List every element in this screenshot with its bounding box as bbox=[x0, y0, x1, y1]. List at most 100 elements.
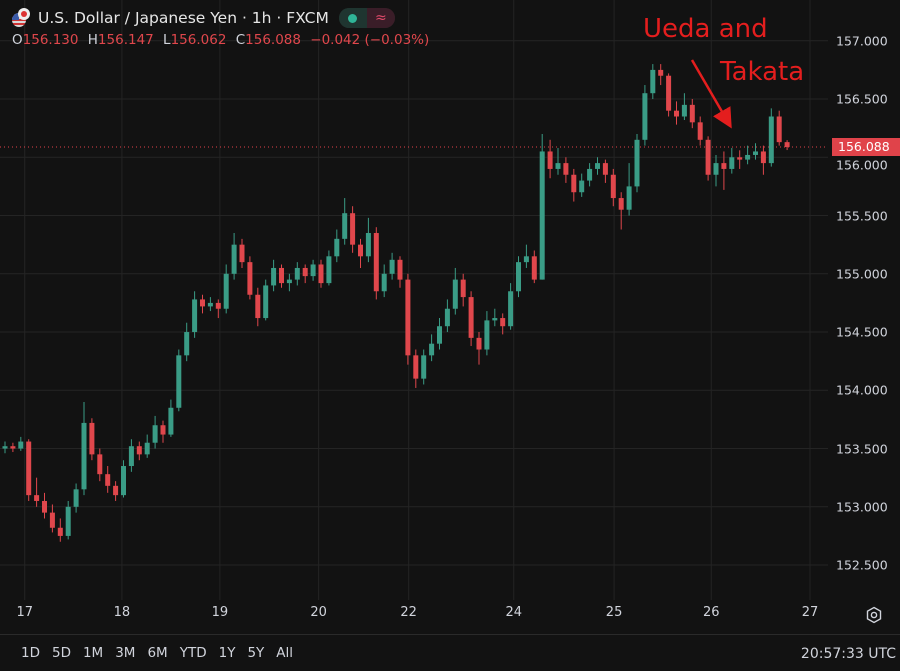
time-tick-label: 18 bbox=[113, 605, 131, 620]
candle-body bbox=[579, 180, 585, 193]
candle-body bbox=[263, 285, 269, 319]
candle-body bbox=[294, 267, 300, 280]
range-button-3m[interactable]: 3M bbox=[115, 645, 136, 661]
candle-body bbox=[239, 244, 245, 263]
range-button-all[interactable]: All bbox=[276, 645, 294, 661]
utc-clock[interactable]: 20:57:33 UTC bbox=[800, 646, 896, 662]
range-button-5y[interactable]: 5Y bbox=[247, 645, 265, 661]
price-tick-label: 155.000 bbox=[836, 266, 888, 282]
candle-body bbox=[689, 104, 695, 123]
candle-body bbox=[200, 299, 205, 307]
candle-body bbox=[697, 122, 703, 140]
candle-body bbox=[776, 116, 782, 143]
price-axis[interactable]: 157.000 156.500 156.000 155.500 155.000 154.5… bbox=[828, 0, 900, 600]
candle-body bbox=[128, 446, 134, 467]
candle-body bbox=[373, 233, 379, 292]
candle-body bbox=[334, 238, 340, 257]
candle-body bbox=[634, 139, 640, 187]
candle-body bbox=[666, 75, 672, 111]
annotation-arrow bbox=[690, 59, 732, 129]
range-button-6m[interactable]: 6M bbox=[147, 645, 168, 661]
candle-body bbox=[555, 163, 561, 169]
time-tick-label: 27 bbox=[801, 605, 819, 620]
candle-body bbox=[460, 279, 466, 298]
candle-body bbox=[247, 262, 253, 295]
us-japan-flag-icon bbox=[12, 8, 32, 28]
candle-body bbox=[358, 244, 363, 257]
low-label: L bbox=[163, 32, 171, 48]
candle-body bbox=[73, 489, 79, 507]
candle-body bbox=[223, 273, 229, 309]
candle-body bbox=[255, 294, 261, 319]
range-button-ytd[interactable]: YTD bbox=[179, 645, 207, 661]
candle-body bbox=[618, 198, 624, 210]
gear-icon[interactable] bbox=[865, 606, 883, 624]
candle-body bbox=[10, 446, 16, 449]
time-tick-label: 19 bbox=[211, 605, 229, 620]
candle-body bbox=[713, 163, 719, 175]
candle-body bbox=[468, 297, 474, 338]
time-range-buttons: 1D 5D 1M 3M 6M YTD 1Y 5Y All bbox=[0, 645, 293, 661]
candle-body bbox=[421, 355, 427, 379]
candle-body bbox=[531, 256, 537, 280]
price-tick-label: 153.000 bbox=[836, 499, 888, 515]
candle-body bbox=[674, 110, 679, 117]
price-tick-label: 156.500 bbox=[836, 91, 888, 107]
candle-body bbox=[737, 157, 743, 160]
candle-body bbox=[65, 506, 71, 536]
annotation-line1: Ueda and bbox=[643, 14, 768, 44]
last-price-label: 156.088 bbox=[832, 138, 900, 157]
candle-body bbox=[681, 104, 687, 117]
candle-body bbox=[105, 474, 111, 486]
candle-body bbox=[279, 267, 284, 284]
candle-body bbox=[768, 116, 774, 164]
time-tick-label: 20 bbox=[310, 605, 327, 620]
candle-body bbox=[302, 267, 308, 277]
range-button-1d[interactable]: 1D bbox=[21, 645, 40, 661]
candle-body bbox=[97, 454, 103, 475]
time-tick-label: 17 bbox=[16, 605, 34, 620]
candle-body bbox=[444, 308, 450, 327]
range-button-1y[interactable]: 1Y bbox=[218, 645, 236, 661]
candle-body bbox=[784, 142, 790, 148]
candle-body bbox=[650, 69, 656, 94]
candle-body bbox=[342, 213, 348, 239]
candle-body bbox=[500, 318, 506, 327]
time-tick-label: 24 bbox=[505, 605, 523, 620]
open-value: 156.130 bbox=[22, 32, 79, 48]
candle-body bbox=[365, 233, 371, 257]
candle-body bbox=[136, 446, 142, 455]
candle-body bbox=[121, 466, 126, 496]
high-value: 156.147 bbox=[97, 32, 154, 48]
symbol-title[interactable]: U.S. Dollar / Japanese Yen · 1h · FXCM bbox=[38, 9, 329, 27]
chart-legend: U.S. Dollar / Japanese Yen · 1h · FXCM ≈… bbox=[12, 6, 434, 48]
candle-body bbox=[413, 355, 419, 379]
candle-body bbox=[539, 151, 545, 280]
candle-body bbox=[610, 174, 616, 199]
close-label: C bbox=[235, 32, 246, 48]
price-tick-label: 154.500 bbox=[836, 324, 888, 340]
high-label: H bbox=[87, 32, 98, 48]
bottom-toolbar: 1D 5D 1M 3M 6M YTD 1Y 5Y All 20:57:33 UTC bbox=[0, 634, 900, 671]
chart-background bbox=[0, 0, 828, 600]
candle-body bbox=[626, 186, 632, 210]
candle-body bbox=[405, 279, 411, 356]
candle-body bbox=[160, 425, 166, 435]
candle-body bbox=[595, 163, 600, 169]
candle-body bbox=[286, 279, 292, 284]
price-tick-label: 156.000 bbox=[836, 157, 888, 173]
candle-body bbox=[476, 337, 482, 350]
candle-body bbox=[547, 151, 553, 169]
candle-body bbox=[484, 320, 490, 350]
candle-body bbox=[389, 259, 395, 274]
candle-body bbox=[602, 163, 608, 175]
market-status-pill[interactable]: ≈ bbox=[338, 8, 395, 28]
range-button-5d[interactable]: 5D bbox=[51, 645, 71, 661]
candle-body bbox=[452, 279, 458, 309]
candle-body bbox=[705, 139, 711, 175]
time-tick-label: 25 bbox=[605, 605, 623, 620]
candlestick-chart[interactable] bbox=[0, 0, 828, 600]
time-axis[interactable]: 17 18 19 20 22 24 25 26 27 bbox=[0, 600, 828, 630]
candle-body bbox=[26, 441, 32, 496]
range-button-1m[interactable]: 1M bbox=[82, 645, 104, 661]
